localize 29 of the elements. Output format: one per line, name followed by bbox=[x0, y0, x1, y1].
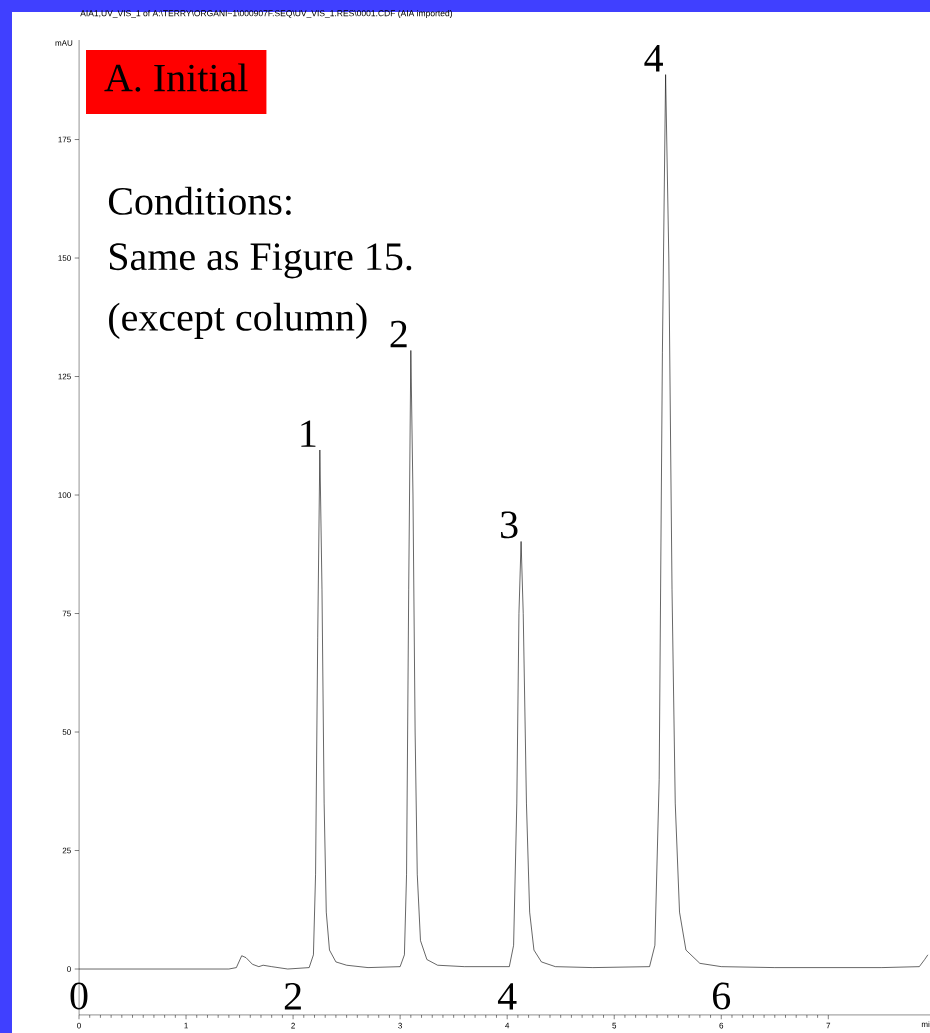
annotation: Conditions: bbox=[108, 186, 291, 216]
annotation: (except column) bbox=[109, 302, 367, 339]
x-axis-title: mi bbox=[921, 1021, 930, 1027]
annotation: 4 bbox=[644, 45, 663, 72]
y-tick-label: 125 bbox=[58, 373, 71, 380]
x2-tick-label: 4 bbox=[497, 983, 517, 1010]
x2-tick-label: 6 bbox=[712, 982, 731, 1010]
y-tick-label: 75 bbox=[62, 610, 71, 617]
annotation: 2 bbox=[390, 320, 407, 348]
y-tick-label: 0 bbox=[67, 966, 71, 972]
y-tick-label: 25 bbox=[62, 847, 71, 854]
x-tick-label: 0 bbox=[77, 1022, 81, 1029]
annotation: Same as Figure 15. bbox=[109, 243, 412, 279]
annotation: 3 bbox=[501, 511, 518, 539]
x2-tick-label: 2 bbox=[284, 982, 301, 1010]
x-tick-label: 2 bbox=[291, 1022, 295, 1029]
x-tick-label: 5 bbox=[612, 1022, 617, 1029]
y-tick-label: 175 bbox=[58, 136, 71, 143]
y-axis-title: mAU bbox=[55, 40, 73, 46]
annotation: A. Initial bbox=[104, 63, 248, 92]
annotation: 1 bbox=[301, 420, 316, 447]
x-tick-label: 3 bbox=[398, 1022, 402, 1029]
y-tick-label: 150 bbox=[58, 255, 71, 261]
x-tick-label: 1 bbox=[184, 1022, 188, 1029]
x-tick-label: 6 bbox=[719, 1022, 724, 1029]
x-tick-label: 4 bbox=[505, 1022, 510, 1029]
y-tick-label: 50 bbox=[62, 729, 71, 735]
x-tick-label: 7 bbox=[826, 1022, 831, 1029]
y-tick-label: 100 bbox=[58, 492, 71, 498]
